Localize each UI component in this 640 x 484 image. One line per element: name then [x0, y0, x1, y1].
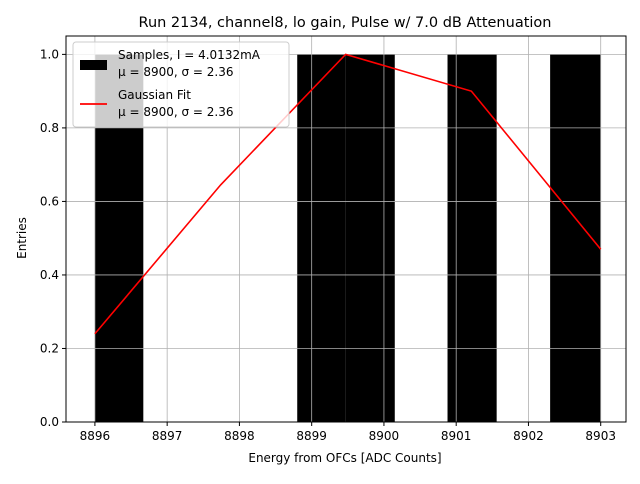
y-axis-label: Entries — [15, 217, 29, 259]
y-tick-label-3: 0.6 — [40, 194, 59, 208]
x-tick-label-4: 8900 — [369, 429, 400, 443]
legend-fit-label: Gaussian Fit — [118, 88, 191, 102]
histogram-bar-1 — [297, 54, 346, 422]
x-tick-label-1: 8897 — [152, 429, 183, 443]
x-tick-label-0: 8896 — [80, 429, 111, 443]
y-tick-label-2: 0.4 — [40, 268, 59, 282]
plot-frame — [65, 35, 627, 423]
histogram-bar-4 — [550, 54, 601, 422]
legend-samples-swatch — [80, 60, 107, 70]
legend-samples-label: Samples, I = 4.0132mA — [118, 48, 261, 62]
x-tick-label-7: 8903 — [585, 429, 616, 443]
histogram-bar-3 — [447, 54, 497, 422]
legend: Samples, I = 4.0132mA μ = 8900, σ = 2.36… — [72, 41, 290, 128]
y-tick-label-0: 0.0 — [40, 415, 59, 429]
x-tick-label-3: 8899 — [296, 429, 327, 443]
legend-box — [72, 41, 290, 128]
y-tick-label-4: 0.8 — [40, 121, 59, 135]
x-tick-label-2: 8898 — [224, 429, 255, 443]
y-tick-label-5: 1.0 — [40, 47, 59, 61]
x-tick-label-5: 8901 — [441, 429, 472, 443]
x-axis-label: Energy from OFCs [ADC Counts] — [248, 451, 441, 465]
legend-samples-stats: μ = 8900, σ = 2.36 — [118, 65, 234, 79]
histogram-bar-2 — [345, 54, 395, 422]
legend-fit-stats: μ = 8900, σ = 2.36 — [118, 105, 234, 119]
x-tick-label-6: 8902 — [513, 429, 544, 443]
chart-title: Run 2134, channel8, lo gain, Pulse w/ 7.… — [139, 15, 552, 31]
y-tick-label-1: 0.2 — [40, 341, 59, 355]
gaussian-fit-line — [94, 53, 602, 335]
